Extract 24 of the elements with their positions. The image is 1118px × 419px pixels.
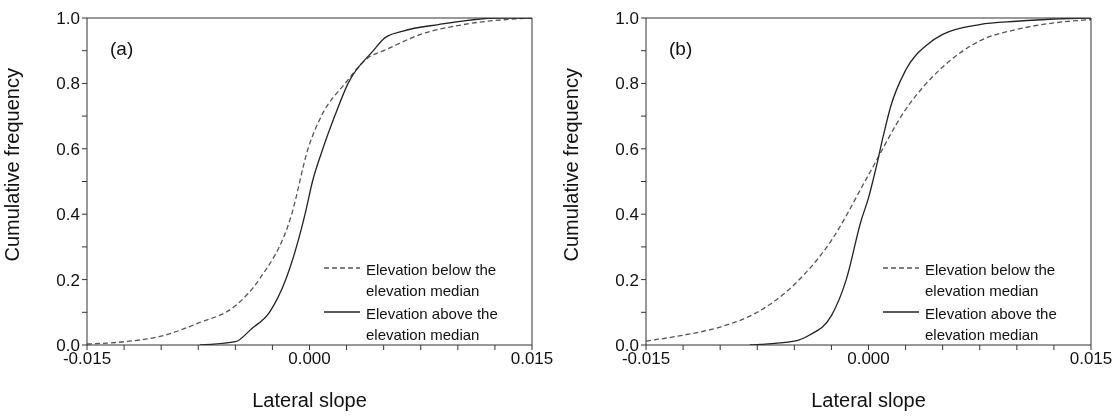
y-tick-label: 1.0: [56, 9, 80, 29]
y-tick-label: 0.2: [56, 270, 80, 290]
y-tick-label: 0.2: [615, 270, 639, 290]
y-tick-label: 0.6: [615, 139, 639, 159]
y-tick-label: 0.4: [615, 205, 639, 225]
x-axis-title: Lateral slope: [811, 389, 926, 411]
y-tick-label: 1.0: [615, 9, 639, 29]
y-tick-label: 0.4: [56, 205, 80, 225]
legend-label: Elevation above the elevation median: [366, 304, 499, 345]
x-tick-label: 0.000: [847, 349, 890, 369]
legend-label: Elevation below the elevation median: [925, 260, 1057, 301]
y-tick-label: 0.8: [615, 74, 639, 94]
y-axis-title: Cumulative frequency: [560, 68, 583, 262]
x-axis-title: Lateral slope: [252, 389, 367, 411]
x-tick-label: 0.015: [1069, 349, 1113, 369]
x-tick-label: 0.015: [510, 349, 554, 369]
y-axis-title: Cumulative frequency: [1, 68, 24, 262]
x-tick-label: 0.000: [288, 349, 331, 369]
y-tick-label: 0.8: [56, 74, 80, 94]
y-tick-label: 0.6: [56, 139, 80, 159]
legend-label: Elevation above the elevation median: [925, 304, 1058, 345]
legend-label: Elevation below the elevation median: [366, 260, 498, 301]
annotation: (b): [669, 38, 693, 60]
annotation: (a): [110, 38, 134, 60]
